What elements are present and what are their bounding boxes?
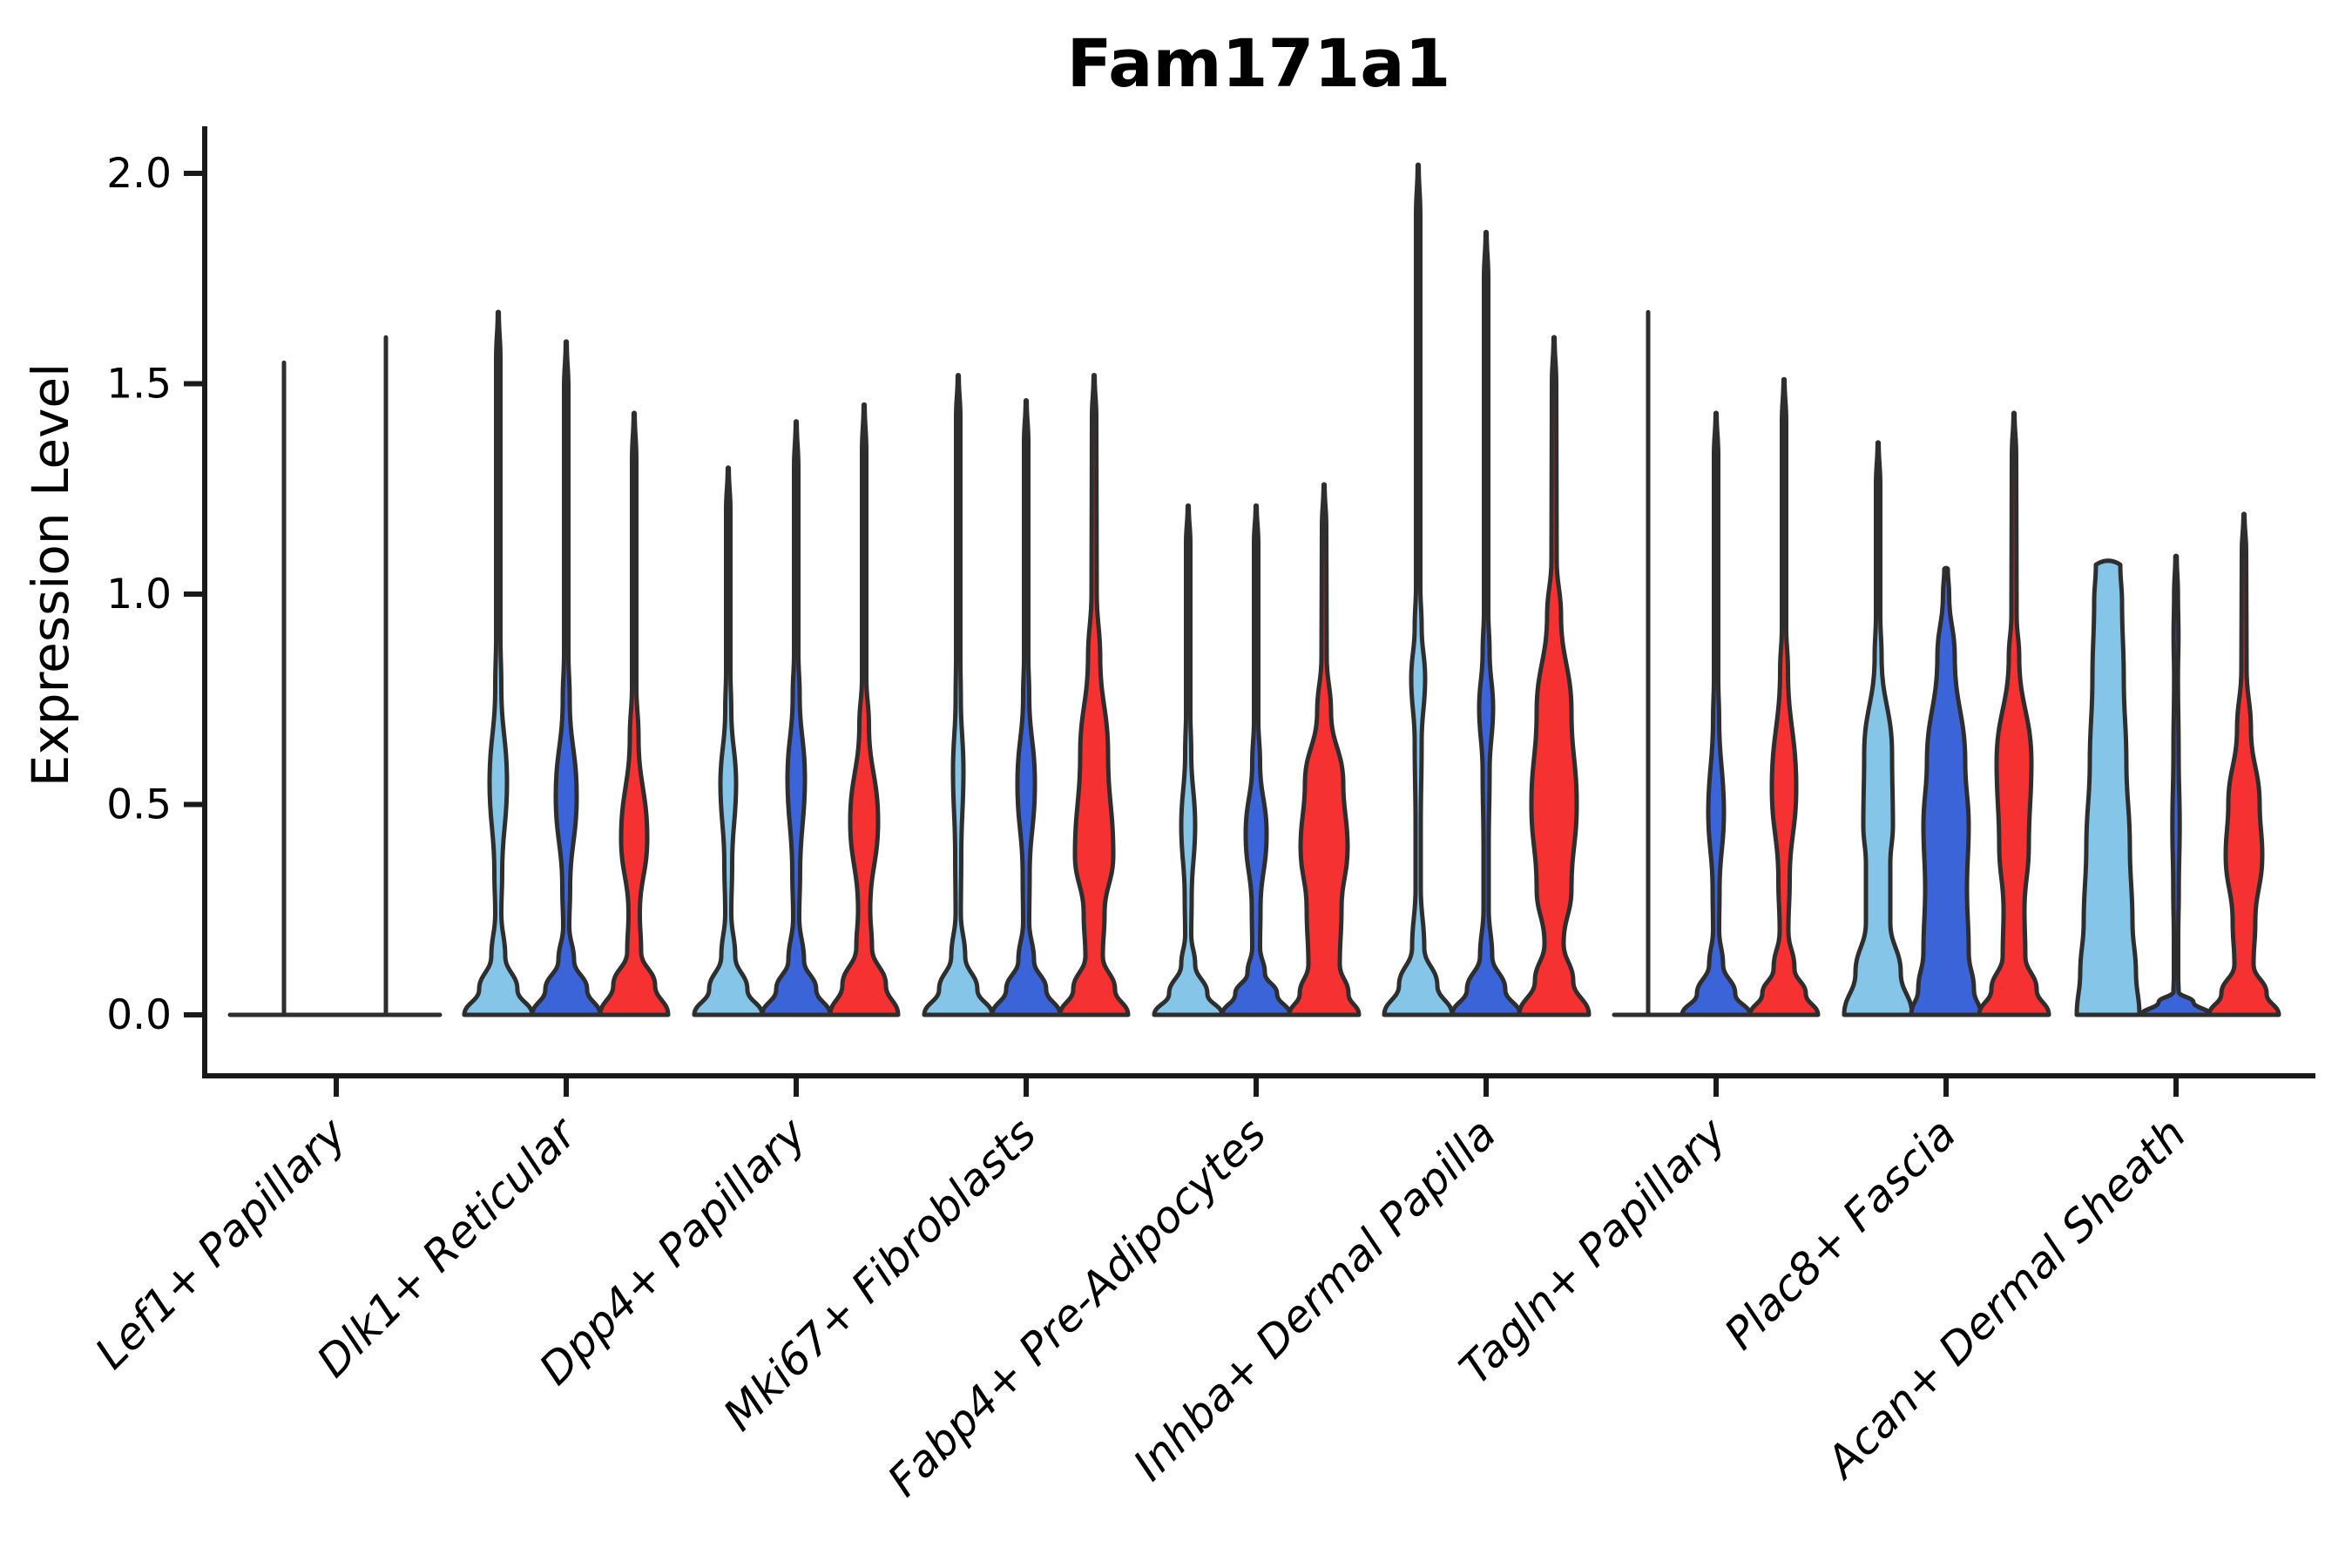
violin-shape xyxy=(1909,565,1984,1017)
x-tick-label: Inhba+ Dermal Papilla xyxy=(1124,1108,1505,1490)
violin-shape xyxy=(692,465,765,1017)
violin-shape xyxy=(2207,511,2281,1017)
violin-shape xyxy=(990,398,1063,1017)
violin-shape xyxy=(1680,410,1753,1017)
violin-shape xyxy=(2139,553,2213,1017)
violin-shape xyxy=(1450,229,1523,1017)
x-tick-label: Fabp4+ Pre-Adipocytes xyxy=(878,1108,1276,1506)
violin-shape xyxy=(462,309,535,1017)
violin-shape xyxy=(922,373,995,1017)
y-tick-label: 2.0 xyxy=(106,150,172,198)
y-tick-label: 0.0 xyxy=(106,991,172,1039)
violin-shape xyxy=(1220,503,1293,1017)
violin-shape xyxy=(1747,376,1821,1017)
y-tick-label: 0.5 xyxy=(106,781,172,829)
violin-shape xyxy=(828,402,901,1017)
violin-shape xyxy=(598,410,671,1017)
violin-shape xyxy=(1058,373,1131,1017)
violin-shape xyxy=(2074,558,2142,1017)
violin-shape xyxy=(760,419,833,1017)
axis-spine xyxy=(202,126,2315,1078)
violin-shape xyxy=(1287,482,1362,1017)
violin-shape xyxy=(1382,162,1455,1017)
violin-shape xyxy=(1152,503,1225,1017)
x-tick-label: Plac8+ Fascia xyxy=(1715,1108,1966,1359)
chart-title: Fam171a1 xyxy=(1066,24,1451,102)
y-tick-label: 1.0 xyxy=(106,571,172,618)
x-tick-label: Lef1+ Papillary xyxy=(85,1107,356,1378)
y-tick-label: 1.5 xyxy=(106,361,172,409)
violin-shape xyxy=(530,339,603,1017)
violin-shape xyxy=(1977,410,2051,1017)
violin-shape xyxy=(1517,335,1592,1017)
violin-shape xyxy=(1842,440,1915,1017)
